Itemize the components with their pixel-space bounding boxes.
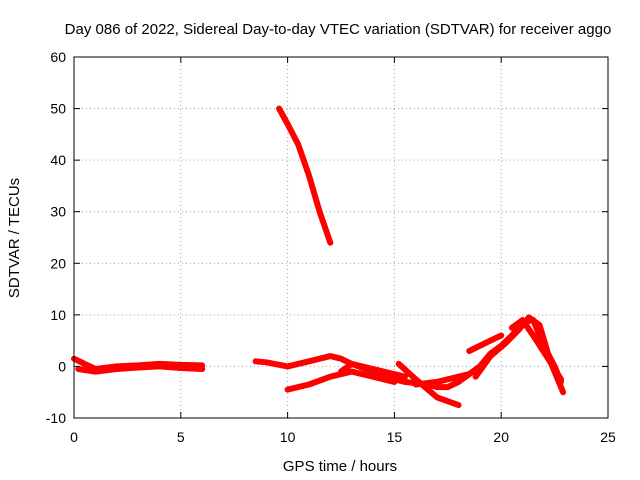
series-arc-11 [466,332,505,354]
y-tick-label: 40 [50,152,66,168]
y-tick-label: 60 [50,49,66,65]
x-tick-label: 15 [387,429,403,445]
y-tick-label: 20 [50,255,66,271]
x-tick-label: 25 [600,429,616,445]
x-axis-label: GPS time / hours [283,458,397,475]
y-tick-label: 0 [58,358,66,374]
series-arc-6 [338,360,409,380]
series-arc-3 [276,105,334,246]
plot-frame [73,56,609,419]
y-tick-label: 10 [50,307,66,323]
y-tick-label: 30 [50,204,66,220]
x-tick-label: 5 [177,429,185,445]
y-tick-label: 50 [50,101,66,117]
series-arc-12 [508,317,564,383]
series-group [71,105,567,409]
series-arc-2 [75,363,206,375]
series-arc-7 [395,360,462,409]
chart-title: Day 086 of 2022, Sidereal Day-to-day VTE… [65,21,612,38]
x-tick-label: 0 [70,429,78,445]
series-arc-10 [472,314,567,396]
y-tick-label: -10 [46,410,66,426]
y-axis-label: SDTVAR / TECUs [6,178,23,298]
x-tick-label: 10 [280,429,296,445]
x-tick-label: 20 [493,429,509,445]
